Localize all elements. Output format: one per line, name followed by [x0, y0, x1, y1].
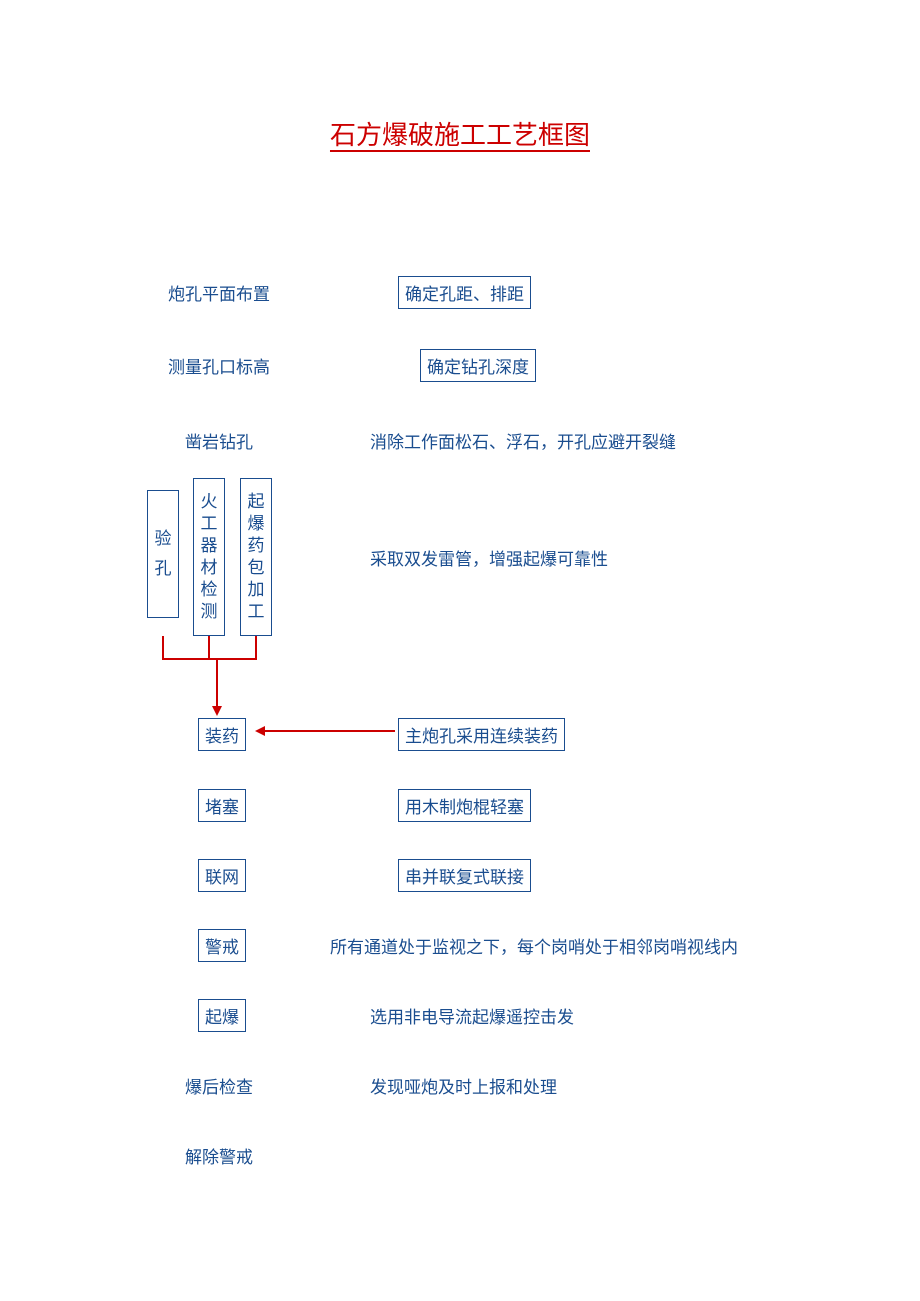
vbox-3-text: 起爆药包加工	[248, 491, 265, 624]
node-r6-left: 堵塞	[198, 789, 246, 822]
conn-v1-down	[162, 636, 164, 658]
node-r10-left: 爆后检查	[185, 1073, 253, 1098]
arrow-merge	[212, 706, 222, 716]
diagram-title: 石方爆破施工工艺框图	[0, 115, 920, 152]
node-r5-right: 主炮孔采用连续装药	[398, 718, 565, 751]
node-r8-right: 所有通道处于监视之下，每个岗哨处于相邻岗哨视线内	[330, 933, 738, 958]
node-r4-right: 采取双发雷管，增强起爆可靠性	[370, 545, 608, 570]
node-r2-left: 测量孔口标高	[168, 353, 270, 378]
vbox-2: 火工器材检测	[193, 478, 225, 636]
node-r6-right: 用木制炮棍轻塞	[398, 789, 531, 822]
node-r3-right: 消除工作面松石、浮石，开孔应避开裂缝	[370, 428, 676, 453]
conn-merge-down	[216, 658, 218, 706]
node-r5-left: 装药	[198, 718, 246, 751]
node-r10-right: 发现哑炮及时上报和处理	[370, 1073, 557, 1098]
conn-v2-down	[208, 636, 210, 658]
node-r1-left: 炮孔平面布置	[168, 280, 270, 305]
vbox-1: 验孔	[147, 490, 179, 618]
node-r1-right: 确定孔距、排距	[398, 276, 531, 309]
conn-r5-h	[265, 730, 395, 732]
node-r2-right: 确定钻孔深度	[420, 349, 536, 382]
conn-v3-down	[255, 636, 257, 658]
vbox-2-text: 火工器材检测	[201, 491, 218, 624]
node-r8-left: 警戒	[198, 929, 246, 962]
conn-horiz	[162, 658, 257, 660]
vbox-1-text: 验孔	[155, 528, 172, 580]
node-r9-right: 选用非电导流起爆遥控击发	[370, 1003, 574, 1028]
node-r3-left: 凿岩钻孔	[185, 428, 253, 453]
vbox-3: 起爆药包加工	[240, 478, 272, 636]
node-r11-left: 解除警戒	[185, 1143, 253, 1168]
node-r7-right: 串并联复式联接	[398, 859, 531, 892]
node-r7-left: 联网	[198, 859, 246, 892]
arrow-r5	[255, 726, 265, 736]
node-r9-left: 起爆	[198, 999, 246, 1032]
